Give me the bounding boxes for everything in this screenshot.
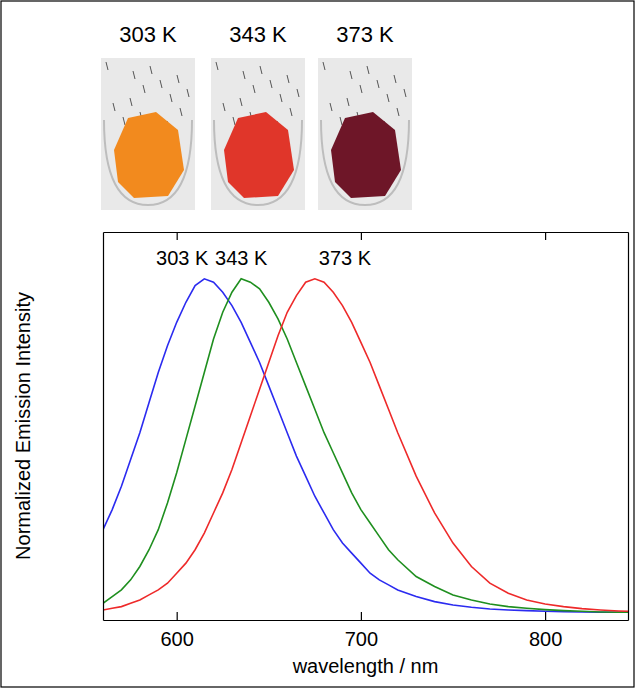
tick-mark [177, 232, 178, 240]
photo-speckle [130, 98, 132, 106]
photo-speckle [287, 75, 289, 83]
emission-curve [103, 279, 628, 612]
photo-speckle [133, 71, 135, 79]
photo-speckle [330, 103, 332, 111]
sample-photo [318, 58, 412, 210]
photo-background [211, 58, 305, 210]
photo-speckle [243, 71, 245, 79]
axis-line [103, 233, 104, 621]
tick [361, 232, 362, 240]
photo-speckle [270, 80, 272, 88]
photo-speckle [397, 108, 399, 116]
tick-mark [361, 612, 362, 620]
photo-speckle [387, 94, 389, 102]
photo-speckle [347, 98, 349, 106]
photo-speckle [180, 108, 182, 116]
powder [114, 112, 184, 198]
photo-speckle [290, 108, 292, 116]
axis-line [104, 232, 629, 233]
photo-speckle [106, 62, 108, 70]
photo-speckle [113, 103, 115, 111]
curve-label: 373 K [319, 247, 372, 269]
photo-speckle [340, 117, 342, 125]
photo-speckle [323, 62, 325, 70]
photo-speckle [280, 94, 282, 102]
tick: 800 [529, 612, 562, 650]
x-axis: 600 700 800 [104, 612, 629, 650]
photo-speckle [367, 66, 369, 74]
tick [177, 232, 178, 240]
figure-border [1, 1, 634, 687]
tick-label: 700 [345, 628, 378, 650]
photo-label: 343 K [229, 22, 287, 47]
tick: 700 [345, 612, 378, 650]
y-axis [103, 233, 104, 621]
photo-speckle [260, 66, 262, 74]
photo-speckle [177, 75, 179, 83]
photo-speckle [143, 85, 145, 93]
curve-label: 303 K [156, 247, 209, 269]
photo-background [318, 58, 412, 210]
axis-line [104, 620, 629, 621]
tick-label: 600 [160, 628, 193, 650]
photo-speckle [216, 62, 218, 70]
photo-speckle [233, 117, 235, 125]
photo-label: 373 K [336, 22, 394, 47]
tick-mark [177, 612, 178, 620]
photo-speckle [350, 71, 352, 79]
photo-background [101, 58, 195, 210]
photo-label: 303 K [119, 22, 177, 47]
photo-speckle [360, 85, 362, 93]
photo-speckle [187, 89, 189, 97]
x-axis-title: wavelength / nm [292, 655, 439, 677]
tick: 600 [160, 612, 193, 650]
photo-speckle [160, 80, 162, 88]
sample-photo [101, 58, 195, 210]
photo-speckle [297, 89, 299, 97]
x-axis-top [104, 232, 629, 240]
photo-speckle [394, 75, 396, 83]
emission-curve [103, 279, 628, 612]
curve-label: 343 K [215, 247, 268, 269]
plot-area [103, 279, 628, 612]
photo-speckle [377, 80, 379, 88]
tick-mark [361, 232, 362, 240]
axis-line [628, 233, 629, 621]
photo-speckle [150, 66, 152, 74]
emission-curve [103, 279, 628, 611]
powder [331, 112, 401, 198]
photo-speckle [253, 85, 255, 93]
powder [224, 112, 294, 198]
tick [545, 232, 546, 240]
tick-label: 800 [529, 628, 562, 650]
photo-speckle [240, 98, 242, 106]
photo-speckle [170, 94, 172, 102]
y-axis-title: Normalized Emission Intensity [12, 292, 34, 560]
photo-speckle [223, 103, 225, 111]
tick-mark [545, 232, 546, 240]
tick-mark [545, 612, 546, 620]
photo-speckle [404, 89, 406, 97]
photo-speckle [123, 117, 125, 125]
figure: 303 K 343 K 373 K 600 700 800 wavelength / nm N… [0, 0, 635, 688]
y-axis-right [628, 233, 629, 621]
sample-photo [211, 58, 305, 210]
